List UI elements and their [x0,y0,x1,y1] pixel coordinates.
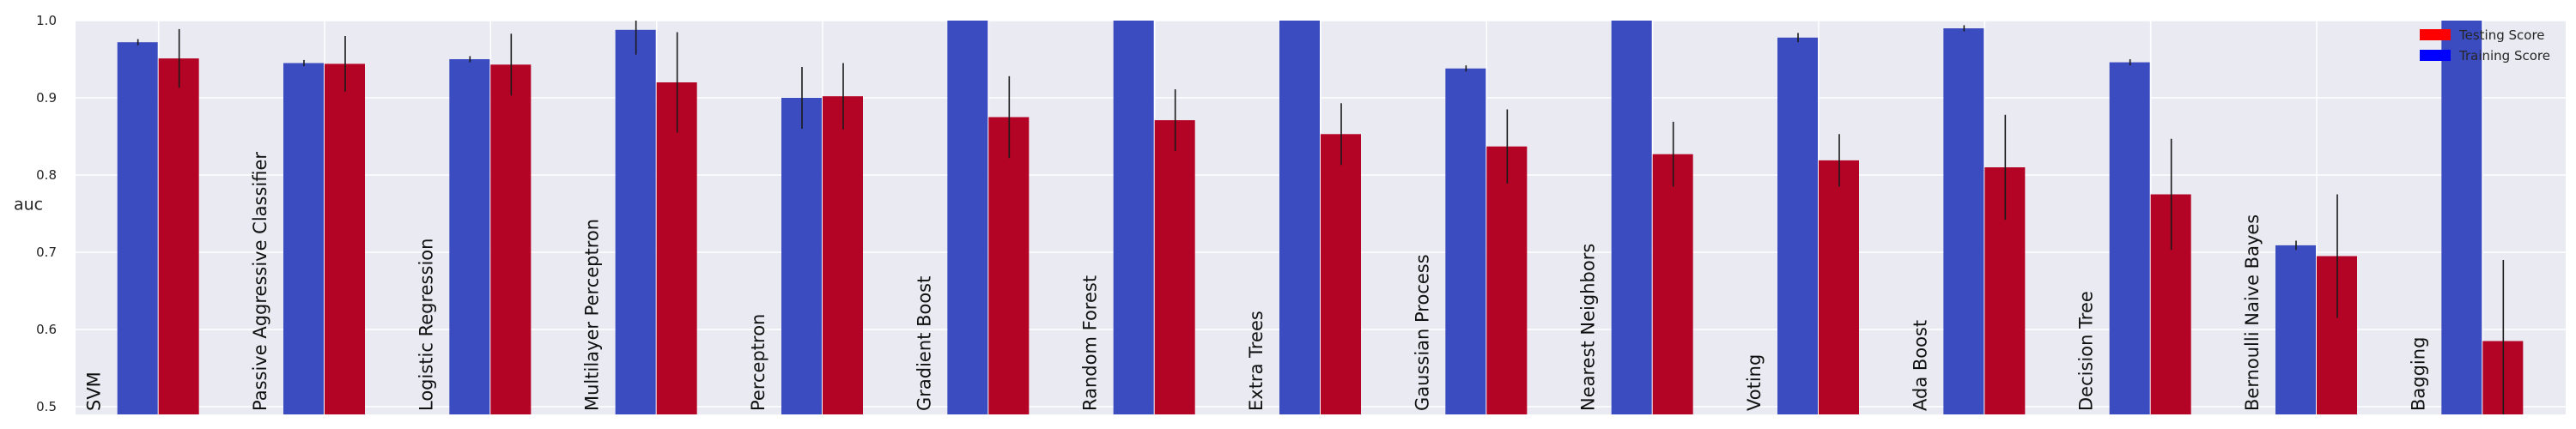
category-label: Ada Boost [1910,320,1930,411]
category-label: Voting [1744,354,1765,411]
testing-score-bar [1486,146,1528,414]
category-labels: SVM Passive Aggressive Classifier Logistic… [84,152,2429,411]
training-score-bar [2109,62,2150,414]
y-tick-label: 0.5 [36,399,57,414]
y-tick-label: 0.6 [36,322,57,337]
testing-score-bar [158,58,199,414]
legend: Testing Score Training Score [2420,27,2550,63]
y-tick-label: 0.9 [36,90,57,106]
category-label: Gaussian Process [1412,254,1432,411]
y-axis: 0.5 0.6 0.7 0.8 0.9 1.0 [36,13,57,414]
legend-label: Testing Score [2458,27,2545,43]
training-score-bar [1611,21,1652,414]
training-score-bar [1777,37,1818,415]
testing-score-bar [490,64,532,415]
testing-score-bar [988,117,1030,414]
training-score-bar [947,21,988,414]
y-axis-label: auc [14,196,43,214]
training-score-bar [781,98,822,414]
legend-swatch [2420,29,2451,40]
y-tick-label: 0.7 [36,245,57,260]
training-score-bar [615,29,656,415]
testing-score-bar [1652,154,1693,414]
testing-score-bar [1154,120,1195,414]
testing-score-bar [325,63,365,415]
training-score-bar [2441,21,2482,414]
category-label: Passive Aggressive Classifier [250,152,270,411]
y-tick-label: 1.0 [36,13,57,28]
testing-score-bar [656,82,697,414]
training-score-bar [1279,21,1320,414]
testing-score-bar [823,96,863,414]
category-label: Random Forest [1080,275,1101,411]
training-score-bar [1113,21,1154,414]
training-score-bar [283,63,324,414]
legend-label: Training Score [2458,48,2550,63]
testing-score-bar [1321,134,1361,415]
y-tick-label: 0.8 [36,167,57,183]
category-label: Bagging [2408,337,2428,411]
category-label: Logistic Regression [416,239,436,411]
category-label: Decision Tree [2076,291,2097,411]
training-score-bar [2275,245,2316,414]
category-label: Gradient Boost [914,276,934,411]
error-bars [137,21,2505,414]
category-label: Bernoulli Naive Bayes [2242,214,2263,411]
training-score-bar [117,42,158,414]
category-label: Extra Trees [1246,311,1267,411]
testing-score-bar [1819,160,1859,414]
category-label: Perceptron [748,314,769,411]
legend-swatch [2420,50,2451,61]
category-label: SVM [84,372,105,411]
training-score-bar [449,59,490,414]
training-score-bar [1943,28,1984,414]
category-label: Nearest Neighbors [1578,244,1599,411]
category-label: Multilayer Perceptron [582,219,603,411]
training-score-bar [1445,68,1486,415]
